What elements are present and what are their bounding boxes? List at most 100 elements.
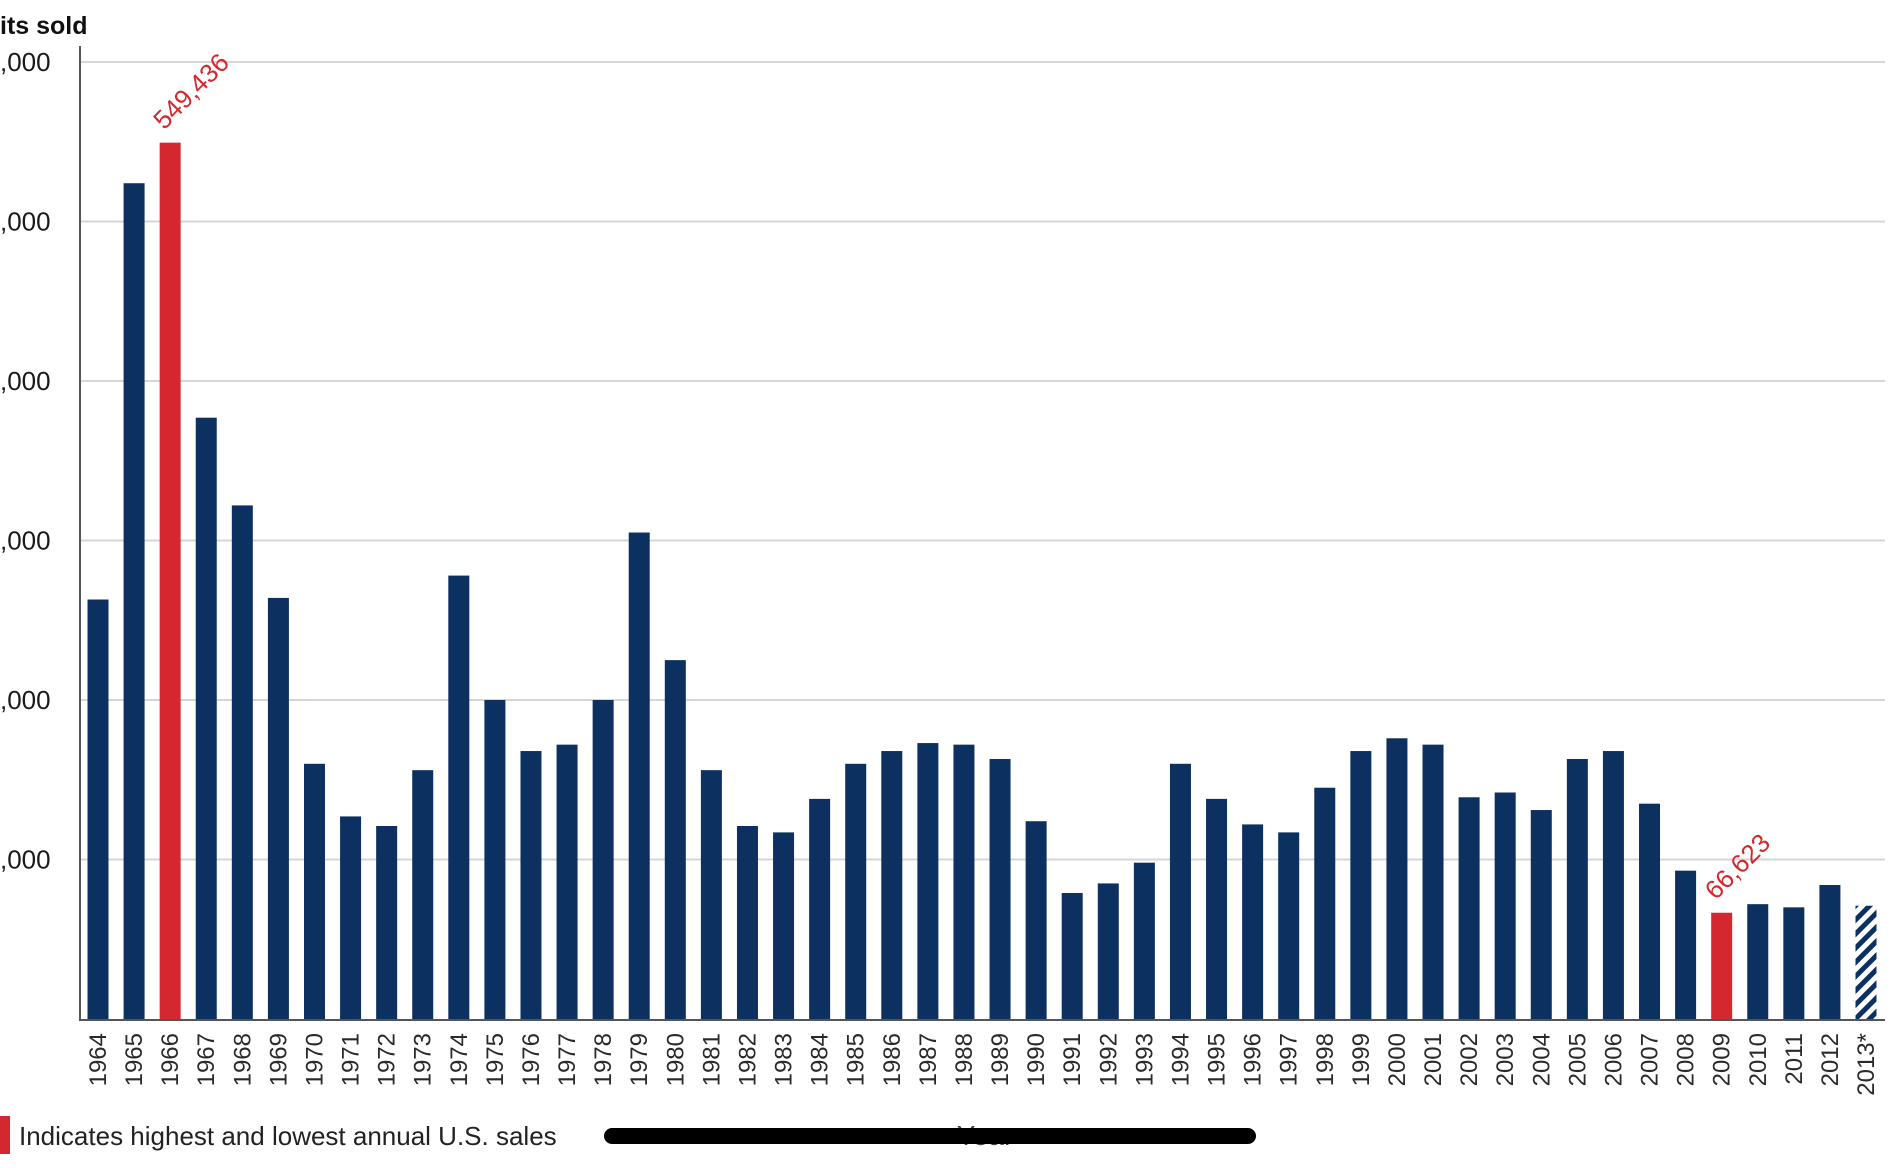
x-tick-label: 1990 bbox=[1023, 1033, 1050, 1086]
x-tick-label: 1987 bbox=[915, 1033, 942, 1086]
x-tick-label: 1964 bbox=[85, 1033, 112, 1086]
bar-1999 bbox=[1350, 751, 1372, 1019]
bar-1983 bbox=[773, 832, 795, 1019]
x-tick-label: 2005 bbox=[1564, 1033, 1591, 1086]
bar-1968 bbox=[231, 505, 253, 1019]
x-tick-label: 1974 bbox=[446, 1033, 473, 1086]
x-tick-label: 2003 bbox=[1492, 1033, 1519, 1086]
x-tick-label: 2001 bbox=[1420, 1033, 1447, 1086]
x-tick-label: 1971 bbox=[338, 1033, 365, 1086]
x-axis-ticks: 1964 1965 1966 1967 1968 1969 1970 1971 1972 1973… bbox=[85, 1033, 1880, 1096]
bar-1994 bbox=[1169, 763, 1191, 1019]
bar-1973 bbox=[412, 770, 434, 1019]
bar-1976 bbox=[520, 751, 542, 1019]
y-tick-label: ,000 bbox=[0, 47, 51, 77]
x-tick-label: 1981 bbox=[698, 1033, 725, 1086]
x-tick-label: 2009 bbox=[1709, 1033, 1736, 1086]
bar-1998 bbox=[1314, 787, 1336, 1019]
bar-1996 bbox=[1242, 824, 1264, 1019]
y-tick-label: ,000 bbox=[0, 207, 51, 237]
bar-2012 bbox=[1819, 885, 1841, 1019]
x-tick-label: 1994 bbox=[1167, 1033, 1194, 1086]
data-label: 549,436 bbox=[147, 47, 235, 135]
legend-swatch bbox=[0, 1116, 10, 1154]
x-tick-label: 1988 bbox=[951, 1033, 978, 1086]
bar-2006 bbox=[1602, 751, 1624, 1019]
bar-2008 bbox=[1675, 870, 1697, 1019]
x-tick-label: 2007 bbox=[1637, 1033, 1664, 1086]
bar-2001 bbox=[1422, 744, 1444, 1019]
bar-1969 bbox=[267, 597, 289, 1019]
y-axis-title: its sold bbox=[0, 12, 88, 40]
bar-1971 bbox=[340, 816, 362, 1019]
x-tick-label: 1973 bbox=[410, 1033, 437, 1086]
x-tick-label: 1966 bbox=[157, 1033, 184, 1086]
x-tick-label: 2006 bbox=[1600, 1033, 1627, 1086]
bar-2011 bbox=[1783, 907, 1805, 1019]
x-tick-label: 1979 bbox=[626, 1033, 653, 1086]
x-tick-label: 1972 bbox=[374, 1033, 401, 1086]
x-tick-label: 1969 bbox=[265, 1033, 292, 1086]
bar-1992 bbox=[1097, 883, 1119, 1019]
y-tick-label: ,000 bbox=[0, 366, 51, 396]
bar-1993 bbox=[1133, 862, 1155, 1019]
bar-1991 bbox=[1061, 892, 1083, 1019]
x-tick-label: 1975 bbox=[482, 1033, 509, 1086]
x-tick-label: 1991 bbox=[1059, 1033, 1086, 1086]
bar-1964 bbox=[87, 599, 109, 1019]
scroll-indicator-bar bbox=[604, 1128, 1256, 1144]
x-tick-label: 1978 bbox=[590, 1033, 617, 1086]
bar-1965 bbox=[123, 183, 145, 1020]
x-tick-label: 1977 bbox=[554, 1033, 581, 1086]
bar-2005 bbox=[1566, 759, 1588, 1019]
bar-1980 bbox=[664, 660, 686, 1019]
x-tick-label: 1984 bbox=[807, 1033, 834, 1086]
bar-1974 bbox=[448, 575, 470, 1019]
y-tick-label: ,000 bbox=[0, 526, 51, 556]
x-tick-label: 1995 bbox=[1204, 1033, 1231, 1086]
x-tick-label: 1986 bbox=[879, 1033, 906, 1086]
bar-1966 bbox=[159, 142, 181, 1019]
x-tick-label: 1970 bbox=[301, 1033, 328, 1086]
x-tick-label: 2012 bbox=[1817, 1033, 1844, 1086]
x-tick-label: 2010 bbox=[1745, 1033, 1772, 1086]
bar-2013 bbox=[1855, 905, 1877, 1019]
bar-1978 bbox=[592, 700, 614, 1019]
y-tick-label: ,000 bbox=[0, 685, 51, 715]
bar-1995 bbox=[1206, 798, 1228, 1019]
x-tick-label: 1992 bbox=[1095, 1033, 1122, 1086]
bar-1982 bbox=[736, 826, 758, 1019]
x-tick-label: 1967 bbox=[193, 1033, 220, 1086]
x-tick-label: 2004 bbox=[1528, 1033, 1555, 1086]
bar-1975 bbox=[484, 700, 506, 1019]
bar-1977 bbox=[556, 744, 578, 1019]
bar-2004 bbox=[1530, 810, 1552, 1019]
x-tick-label: 1997 bbox=[1276, 1033, 1303, 1086]
bar-1970 bbox=[303, 763, 325, 1019]
bar-1987 bbox=[917, 743, 939, 1019]
x-tick-label: 1980 bbox=[662, 1033, 689, 1086]
bar-2009 bbox=[1711, 912, 1733, 1019]
y-axis-ticks: ,000 ,000 ,000 ,000 ,000 ,000 bbox=[0, 47, 51, 875]
x-tick-label: 2000 bbox=[1384, 1033, 1411, 1086]
bar-2010 bbox=[1747, 904, 1769, 1019]
x-tick-label: 1996 bbox=[1240, 1033, 1267, 1086]
x-tick-label: 2011 bbox=[1781, 1033, 1808, 1085]
bar-1984 bbox=[809, 798, 831, 1019]
bar-1972 bbox=[376, 826, 398, 1019]
data-label: 66,623 bbox=[1699, 828, 1776, 905]
x-tick-label: 1965 bbox=[121, 1033, 148, 1086]
bar-1981 bbox=[700, 770, 722, 1019]
bar-2000 bbox=[1386, 738, 1408, 1019]
bars bbox=[87, 142, 1877, 1020]
x-tick-label: 1998 bbox=[1312, 1033, 1339, 1086]
x-tick-label: 2002 bbox=[1456, 1033, 1483, 1086]
x-tick-label: 1968 bbox=[229, 1033, 256, 1086]
legend-label: Indicates highest and lowest annual U.S.… bbox=[19, 1121, 557, 1151]
bar-1990 bbox=[1025, 821, 1047, 1019]
x-tick-label: 1982 bbox=[734, 1033, 761, 1086]
bar-1989 bbox=[989, 759, 1011, 1019]
x-tick-label: 2013* bbox=[1853, 1033, 1880, 1096]
x-tick-label: 1993 bbox=[1131, 1033, 1158, 1086]
